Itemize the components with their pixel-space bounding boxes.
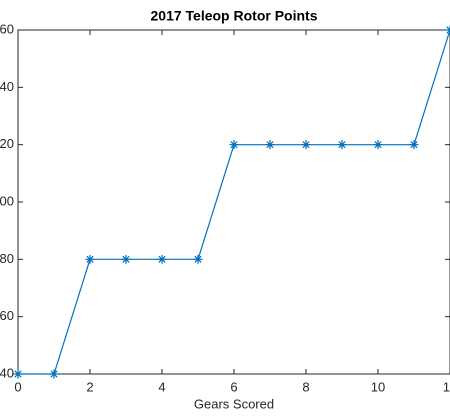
marker-stroke [266, 141, 274, 149]
y-tick-label: 100 [0, 193, 14, 208]
chart-title: 2017 Teleop Rotor Points [151, 8, 318, 24]
x-tick-label: 6 [230, 379, 237, 394]
data-marker [265, 140, 275, 150]
x-tick-label: 10 [371, 379, 385, 394]
marker-stroke [374, 141, 382, 149]
marker-stroke [158, 255, 166, 263]
y-tick-label: 120 [0, 136, 14, 151]
data-marker [49, 369, 59, 379]
data-marker [13, 369, 23, 379]
y-tick-label: 80 [0, 251, 14, 266]
x-tick-label: 12 [443, 379, 450, 394]
marker-stroke [446, 26, 450, 31]
marker-stroke [446, 29, 450, 34]
y-tick-label: 140 [0, 79, 14, 94]
marker-stroke [230, 141, 238, 149]
data-marker [229, 140, 239, 150]
x-tick-label: 8 [302, 379, 309, 394]
marker-stroke [302, 141, 310, 149]
data-marker [409, 140, 419, 150]
data-marker [193, 254, 203, 264]
data-marker [121, 254, 131, 264]
y-tick-label: 60 [0, 308, 14, 323]
marker-stroke [50, 370, 58, 378]
data-marker [301, 140, 311, 150]
marker-stroke [338, 141, 346, 149]
x-tick-label: 2 [86, 379, 93, 394]
marker-stroke [194, 255, 202, 263]
marker-stroke [410, 141, 418, 149]
data-marker [373, 140, 383, 150]
x-axis-label: Gears Scored [194, 396, 274, 411]
data-marker [445, 25, 450, 35]
marker-stroke [86, 255, 94, 263]
marker-stroke [122, 255, 130, 263]
y-tick-label: 40 [0, 365, 14, 380]
marker-stroke [14, 370, 22, 378]
data-marker [85, 254, 95, 264]
x-tick-label: 4 [158, 379, 165, 394]
data-marker [337, 140, 347, 150]
y-tick-label: 160 [0, 21, 14, 36]
x-tick-label: 0 [14, 379, 21, 394]
data-marker [157, 254, 167, 264]
